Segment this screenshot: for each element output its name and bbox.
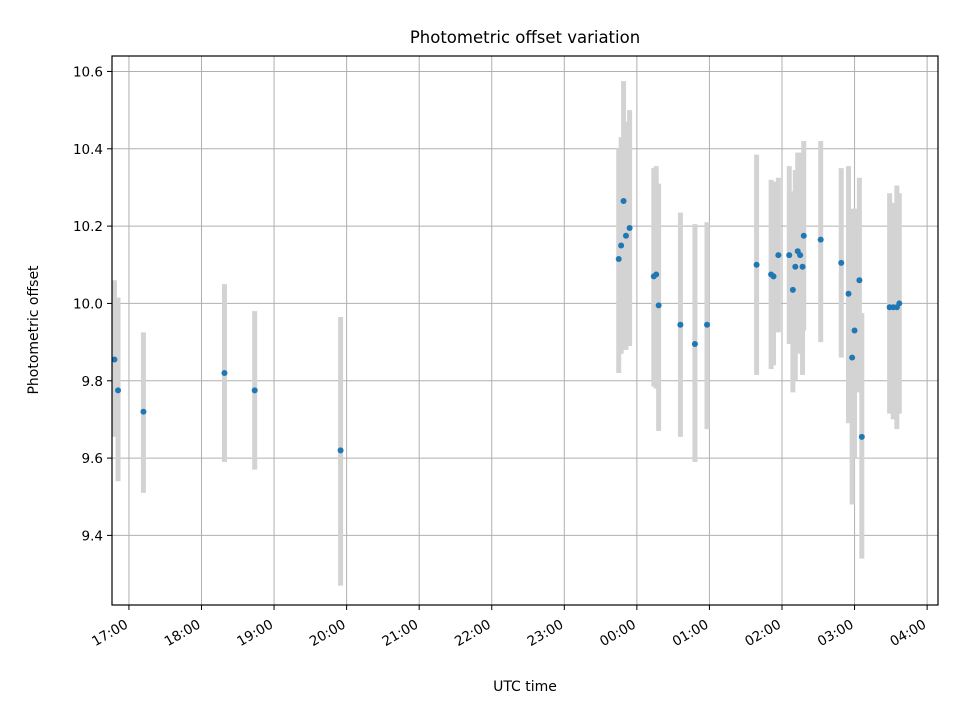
- data-point: [896, 300, 903, 307]
- y-tick-label: 10.2: [73, 219, 103, 235]
- y-tick-label: 9.8: [82, 374, 103, 390]
- data-point: [677, 321, 684, 328]
- data-point: [851, 327, 858, 334]
- chart-title: Photometric offset variation: [410, 28, 640, 47]
- data-point: [221, 370, 228, 377]
- data-point: [789, 286, 796, 293]
- y-axis: 9.4 9.6 9.8 10.0 10.2 10.4 10.6: [73, 64, 112, 544]
- plot-frame: [111, 55, 939, 606]
- data-point: [622, 232, 629, 239]
- data-point: [140, 408, 147, 415]
- y-tick-label: 9.4: [82, 528, 103, 544]
- y-tick-label: 10.6: [73, 64, 103, 80]
- data-point: [817, 236, 824, 243]
- data-point: [626, 225, 633, 232]
- data-point: [849, 354, 856, 361]
- data-point: [653, 271, 660, 278]
- data-point: [800, 232, 807, 239]
- y-tick-label: 9.6: [82, 451, 103, 467]
- data-point: [838, 259, 845, 266]
- data-point: [655, 302, 662, 309]
- data-point: [251, 387, 258, 394]
- data-point: [691, 341, 698, 348]
- y-tick-label: 10.0: [73, 296, 103, 312]
- data-point: [786, 252, 793, 259]
- y-axis-label: Photometric offset: [26, 265, 42, 395]
- x-axis-label: UTC time: [493, 679, 557, 695]
- data-point: [753, 261, 760, 268]
- data-point: [797, 252, 804, 259]
- data-points: [111, 197, 903, 454]
- data-point: [704, 321, 711, 328]
- data-point: [770, 273, 777, 280]
- data-point: [620, 197, 627, 204]
- data-point: [337, 447, 344, 454]
- y-tick-label: 10.4: [73, 142, 103, 158]
- data-point: [799, 263, 806, 270]
- data-point: [856, 277, 863, 284]
- data-point: [775, 252, 782, 259]
- data-point: [111, 356, 118, 363]
- data-point: [615, 255, 622, 262]
- data-point: [858, 433, 865, 440]
- data-point: [618, 242, 625, 249]
- data-point: [845, 290, 852, 297]
- data-point: [115, 387, 122, 394]
- data-point: [792, 263, 799, 270]
